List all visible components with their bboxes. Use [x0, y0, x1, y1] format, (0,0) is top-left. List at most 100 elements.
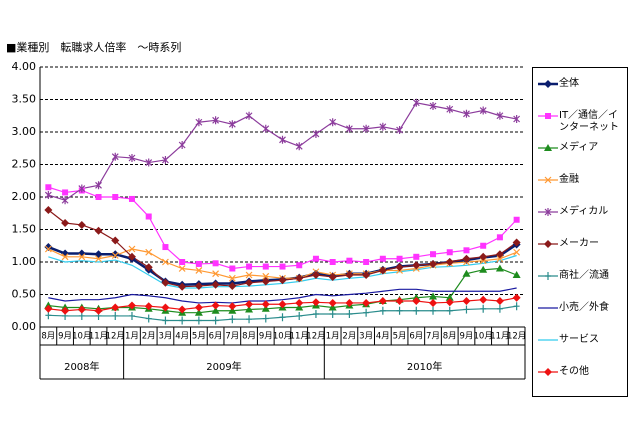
marker — [111, 236, 120, 245]
marker — [496, 304, 503, 313]
marker — [362, 124, 370, 133]
x-tick-label: 5月 — [192, 332, 206, 342]
x-tick-label: 6月 — [209, 332, 223, 342]
marker — [462, 254, 471, 263]
marker — [262, 263, 269, 270]
y-tick-label: 1.50 — [12, 223, 37, 236]
marker — [228, 302, 237, 311]
marker — [295, 298, 304, 307]
x-tick-label: 2月 — [342, 332, 356, 342]
marker — [195, 260, 202, 267]
marker — [78, 253, 86, 261]
marker — [429, 259, 438, 268]
y-tick-label: 0.00 — [12, 320, 37, 333]
marker — [95, 194, 102, 200]
marker — [195, 118, 203, 127]
marker — [544, 240, 552, 248]
marker — [513, 302, 520, 311]
marker — [178, 141, 186, 149]
marker — [94, 250, 103, 259]
marker — [212, 116, 220, 125]
marker — [480, 242, 487, 249]
marker — [495, 297, 504, 305]
marker — [212, 260, 219, 267]
legend: 全体 IT／通信／インターネット メディア 金融 メディカル メーカー 商社／流通 小売／外食… — [532, 67, 628, 397]
marker — [77, 305, 86, 314]
marker — [296, 262, 303, 269]
chart-title: ■業種別 転職求人倍率 ～時系列 — [6, 40, 181, 54]
marker — [228, 306, 237, 314]
marker — [161, 278, 170, 287]
marker — [161, 303, 170, 312]
marker — [246, 263, 253, 270]
legend-label: メーカー — [559, 238, 599, 249]
legend-label: IT／通信／インターネット — [559, 110, 619, 133]
marker — [195, 316, 202, 325]
marker — [513, 248, 521, 256]
legend-item: 全体 — [537, 78, 627, 90]
marker — [261, 300, 270, 309]
marker — [479, 106, 487, 115]
marker — [45, 184, 52, 191]
marker — [262, 314, 269, 323]
marker — [512, 238, 521, 247]
marker — [430, 251, 437, 258]
legend-label: 全体 — [559, 78, 579, 89]
marker — [329, 259, 336, 265]
y-tick-label: 2.50 — [12, 158, 37, 171]
x-tick-label: 8月 — [41, 332, 55, 342]
marker — [278, 300, 287, 309]
legend-item: メディア — [537, 142, 627, 154]
marker — [179, 259, 186, 265]
marker — [479, 295, 488, 304]
marker — [312, 310, 319, 318]
marker — [462, 297, 471, 305]
legend-swatch — [538, 272, 558, 280]
marker — [162, 258, 169, 266]
marker — [212, 270, 220, 278]
marker — [312, 129, 320, 138]
marker — [463, 109, 470, 118]
marker — [128, 195, 135, 202]
marker — [496, 255, 504, 263]
marker — [111, 303, 120, 312]
series-line — [48, 102, 517, 201]
marker — [211, 306, 220, 314]
marker — [295, 303, 304, 311]
marker — [495, 264, 504, 272]
marker — [78, 184, 86, 193]
year-label: 2009年 — [206, 360, 241, 373]
marker — [112, 194, 119, 200]
x-tick-label: 9月 — [460, 332, 474, 342]
x-tick-label: 7月 — [426, 332, 440, 342]
marker — [413, 306, 420, 315]
marker — [395, 297, 404, 305]
marker — [279, 135, 286, 144]
marker — [362, 298, 371, 307]
marker — [396, 126, 403, 135]
legend-item: その他 — [537, 366, 627, 378]
marker — [145, 213, 152, 220]
y-tick-label: 3.50 — [12, 93, 37, 106]
marker — [178, 282, 187, 291]
marker — [463, 247, 470, 254]
marker — [413, 253, 420, 260]
legend-label: 金融 — [559, 174, 579, 185]
marker — [111, 250, 120, 259]
x-tick-label: 10月 — [474, 332, 493, 342]
marker — [395, 263, 404, 272]
x-tick-label: 9月 — [58, 332, 72, 342]
marker — [127, 252, 136, 261]
y-tick-label: 0.50 — [12, 288, 37, 301]
marker — [95, 181, 102, 190]
marker — [429, 298, 438, 307]
marker — [128, 154, 136, 162]
marker — [111, 152, 119, 161]
x-tick-label: 10月 — [72, 332, 91, 342]
marker — [445, 258, 454, 266]
marker — [144, 302, 153, 311]
marker — [162, 244, 169, 251]
x-tick-label: 4月 — [175, 332, 189, 342]
series-line — [47, 209, 517, 288]
marker — [44, 206, 53, 214]
